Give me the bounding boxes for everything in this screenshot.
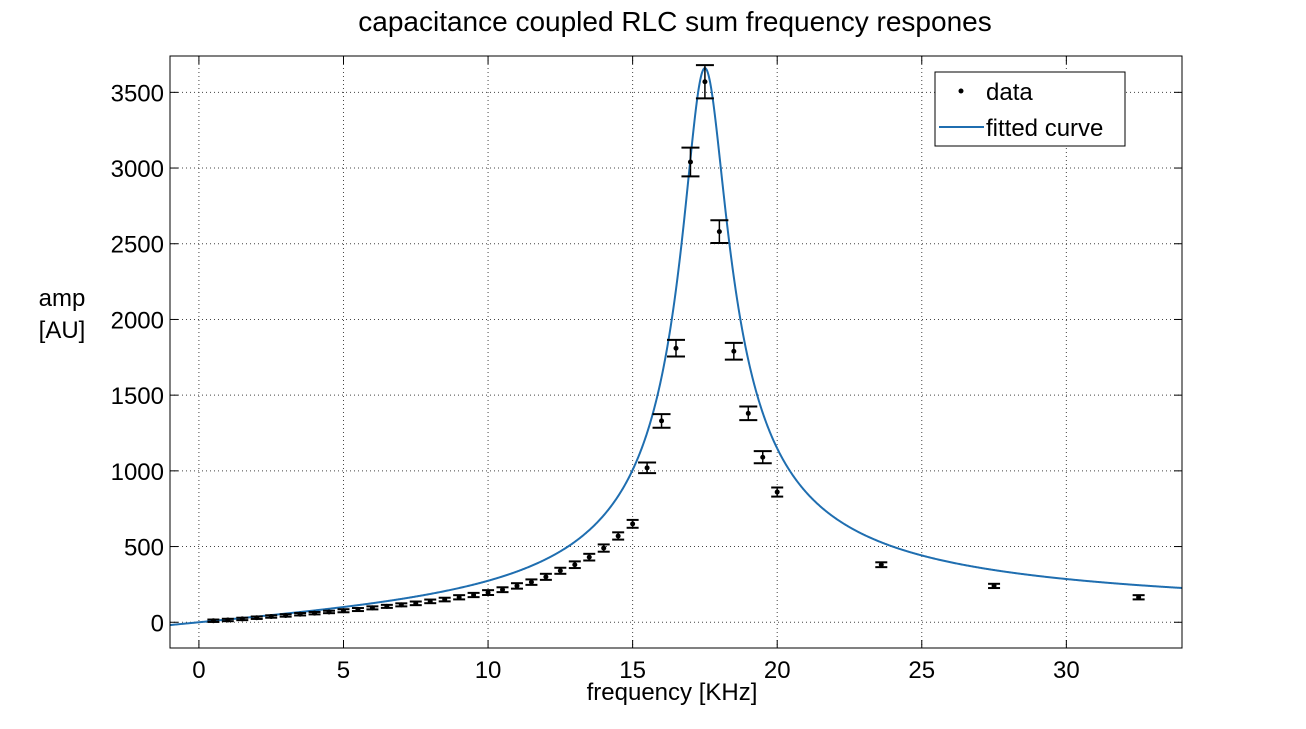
data-point [239,616,245,622]
data-point [878,562,884,568]
plot-frame [169,55,1183,649]
data-point [384,603,390,609]
data-points-layer [207,64,1145,624]
data-point [601,545,607,551]
data-point [760,454,766,460]
data-point [557,568,563,574]
data-point [485,590,491,596]
x-tick-label: 15 [619,657,646,684]
data-point [991,583,997,589]
y-tick-label: 1000 [111,459,164,486]
data-point [659,418,665,424]
x-tick-label: 20 [764,657,791,684]
x-tick-label: 0 [192,657,205,684]
chart-title: capacitance coupled RLC sum frequency re… [358,6,991,37]
data-point [312,610,318,616]
x-tick-label: 5 [337,657,350,684]
y-tick-label: 2000 [111,307,164,334]
legend-label-fit: fitted curve [986,115,1103,142]
data-point [630,521,636,527]
grid [170,56,1182,648]
data-point [572,562,578,568]
y-tick-label: 500 [124,535,164,562]
data-point [355,607,361,613]
data-point [398,602,404,608]
data-point [702,79,708,85]
data-point [543,574,549,580]
legend: data fitted curve [934,71,1126,147]
axis-ticks: 0 5 10 15 20 25 30 0 500 1000 1500 2000 2500 3000 3500 [111,56,1182,684]
data-point [442,597,448,603]
x-tick-label: 10 [475,657,502,684]
data-point [413,600,419,606]
data-point [456,594,462,600]
data-point [210,618,216,624]
x-tick-label: 30 [1053,657,1080,684]
data-point [427,598,433,604]
x-axis-label: frequency [KHz] [587,679,758,706]
data-point [326,609,332,615]
y-tick-label: 3000 [111,156,164,183]
data-point [673,345,679,351]
fitted-curve-layer [169,67,1183,627]
y-tick-label: 2500 [111,232,164,259]
data-point [369,605,375,611]
data-point [644,465,650,471]
data-point [297,611,303,617]
x-tick-label: 25 [908,657,935,684]
data-point [514,583,520,589]
data-point [1136,594,1142,600]
fitted-curve-line [169,67,1183,627]
data-point [586,554,592,560]
data-point [774,489,780,495]
data-point [500,587,506,593]
data-point [716,229,722,235]
data-point [615,533,621,539]
y-tick-label: 1500 [111,383,164,410]
legend-marker-data [958,88,964,94]
data-point [254,615,260,621]
y-axis-label-line-2: [AU] [39,317,86,344]
data-point [745,410,751,416]
legend-label-data: data [986,79,1033,106]
data-point [283,612,289,618]
legend-box [934,71,1126,147]
data-point [731,348,737,354]
y-tick-label: 3500 [111,80,164,107]
y-axis-label-line-1: amp [39,285,86,312]
data-point [471,592,477,598]
data-point [528,579,534,585]
data-point [340,608,346,614]
data-point [687,159,693,165]
data-point [268,614,274,620]
y-tick-label: 0 [151,610,164,637]
data-point [225,617,231,623]
